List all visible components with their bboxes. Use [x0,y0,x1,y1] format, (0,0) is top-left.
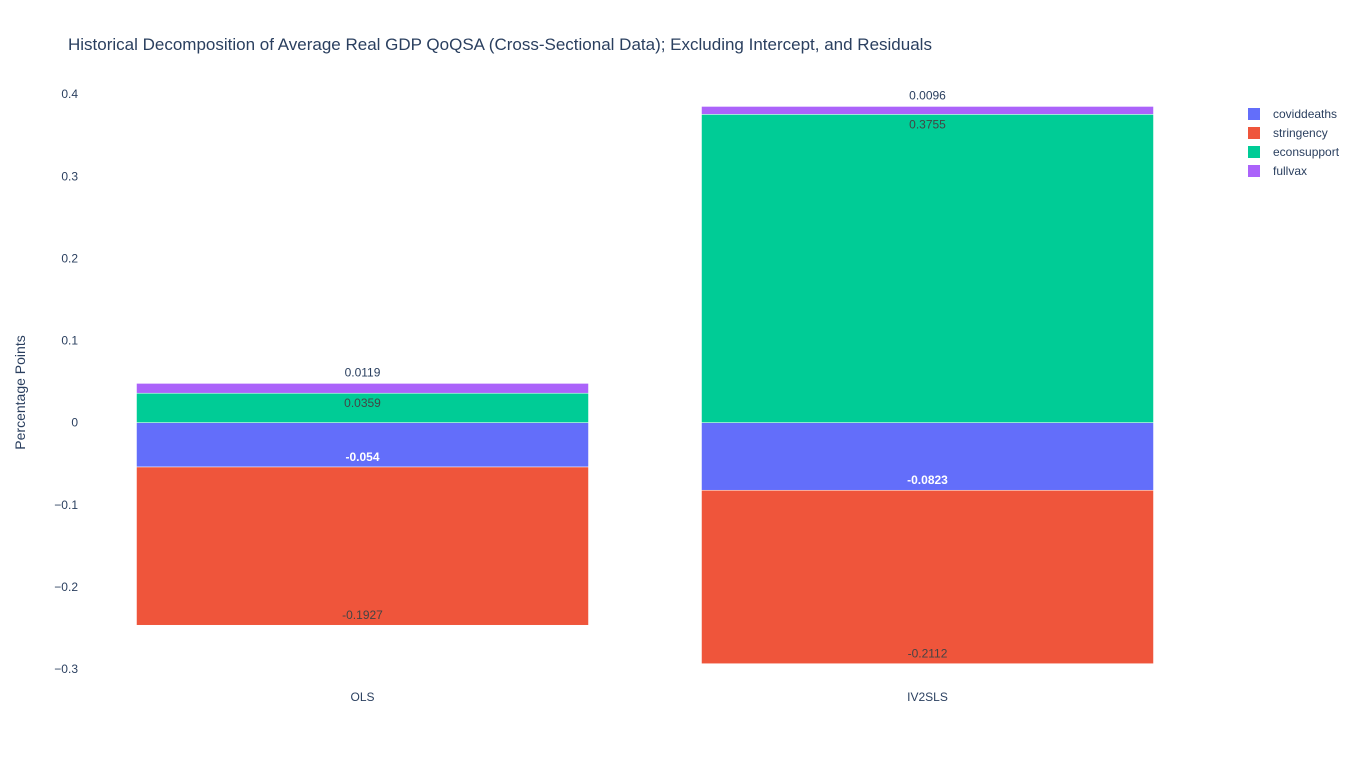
data-label-fullvax-ols: 0.0119 [345,365,381,379]
legend-item-econsupport[interactable]: econsupport [1248,145,1340,159]
x-tick-label: IV2SLS [907,690,948,704]
legend-label: coviddeaths [1273,107,1337,121]
y-tick-label: 0.3 [61,169,78,183]
data-label-fullvax-iv2sls: 0.0096 [909,88,946,102]
bar-econsupport-iv2sls[interactable] [701,114,1154,423]
legend-swatch [1248,108,1260,120]
legend-swatch [1248,146,1260,158]
y-tick-label: 0 [71,416,78,430]
legend-label: econsupport [1273,145,1340,159]
data-label-coviddeaths-iv2sls: -0.0823 [907,473,948,487]
legend-item-fullvax[interactable]: fullvax [1248,164,1307,178]
bar-stringency-iv2sls[interactable] [701,489,1154,664]
data-label-econsupport-ols: 0.0359 [344,396,381,410]
chart-title: Historical Decomposition of Average Real… [68,35,932,54]
legend[interactable]: coviddeaths stringency econsupport fullvax [1248,107,1340,178]
y-tick-label: 0.2 [61,251,78,265]
data-label-coviddeaths-ols: -0.054 [345,450,379,464]
legend-label: stringency [1273,126,1328,140]
legend-item-stringency[interactable]: stringency [1248,126,1328,140]
y-tick-label: −0.1 [54,498,78,512]
y-tick-label: 0.4 [61,87,78,101]
y-tick-label: 0.1 [61,334,78,348]
y-tick-label: −0.3 [54,662,78,676]
y-axis-title: Percentage Points [12,335,28,449]
bar-segments [136,106,1154,664]
y-axis-ticks: 0.4 0.3 0.2 0.1 0 −0.1 −0.2 −0.3 [54,87,78,676]
bar-coviddeaths-ols[interactable] [136,422,589,468]
data-label-stringency-iv2sls: -0.2112 [908,647,948,661]
data-label-econsupport-iv2sls: 0.3755 [909,117,946,131]
data-labels: -0.054 -0.1927 0.0359 0.0119 -0.0823 -0.2112 0… [342,88,948,660]
legend-label: fullvax [1273,164,1307,178]
bar-stringency-ols[interactable] [136,466,589,626]
x-tick-label: OLS [350,690,374,704]
bar-fullvax-iv2sls[interactable] [701,106,1154,115]
x-axis-ticks: OLS IV2SLS [350,690,947,704]
legend-swatch [1248,165,1260,177]
legend-swatch [1248,127,1260,139]
legend-item-coviddeaths[interactable]: coviddeaths [1248,107,1337,121]
data-label-stringency-ols: -0.1927 [342,608,383,622]
bar-econsupport-ols[interactable] [136,392,589,423]
bar-fullvax-ols[interactable] [136,383,589,394]
y-tick-label: −0.2 [54,580,78,594]
